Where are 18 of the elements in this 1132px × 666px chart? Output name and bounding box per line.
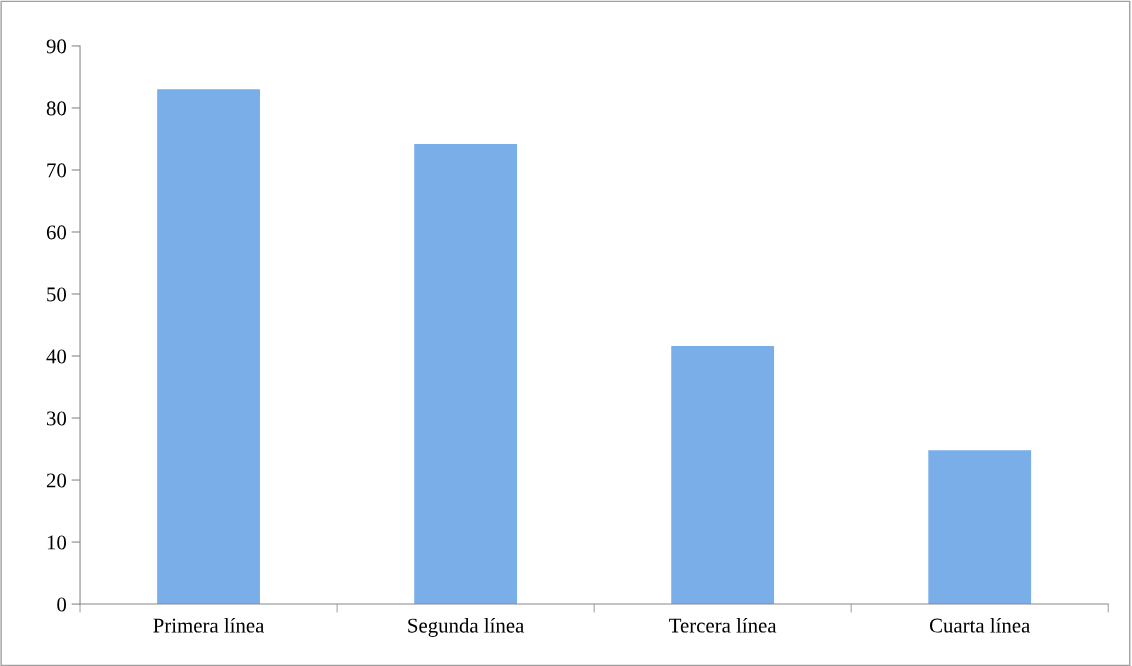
y-tick-label: 0	[57, 597, 67, 612]
x-tick-label: Tercera línea	[669, 617, 777, 633]
y-tick-label: 50	[47, 287, 67, 302]
y-tick-label: 70	[47, 163, 67, 178]
bar	[671, 346, 775, 605]
y-tick-label: 80	[46, 101, 67, 116]
x-tick-label: Segunda línea	[408, 617, 525, 637]
x-tick-label: Cuarta línea	[929, 617, 1031, 633]
y-tick-label: 30	[47, 411, 67, 426]
y-tick-label: 60	[46, 225, 67, 240]
x-tick-label: Primera línea	[153, 617, 265, 633]
y-tick-label: 90	[46, 39, 67, 54]
bar	[928, 450, 1032, 605]
y-tick-label: 10	[47, 535, 67, 550]
y-tick-label: 20	[46, 473, 67, 488]
bar	[414, 143, 518, 605]
bar	[157, 89, 260, 605]
y-tick-label: 40	[46, 349, 67, 364]
